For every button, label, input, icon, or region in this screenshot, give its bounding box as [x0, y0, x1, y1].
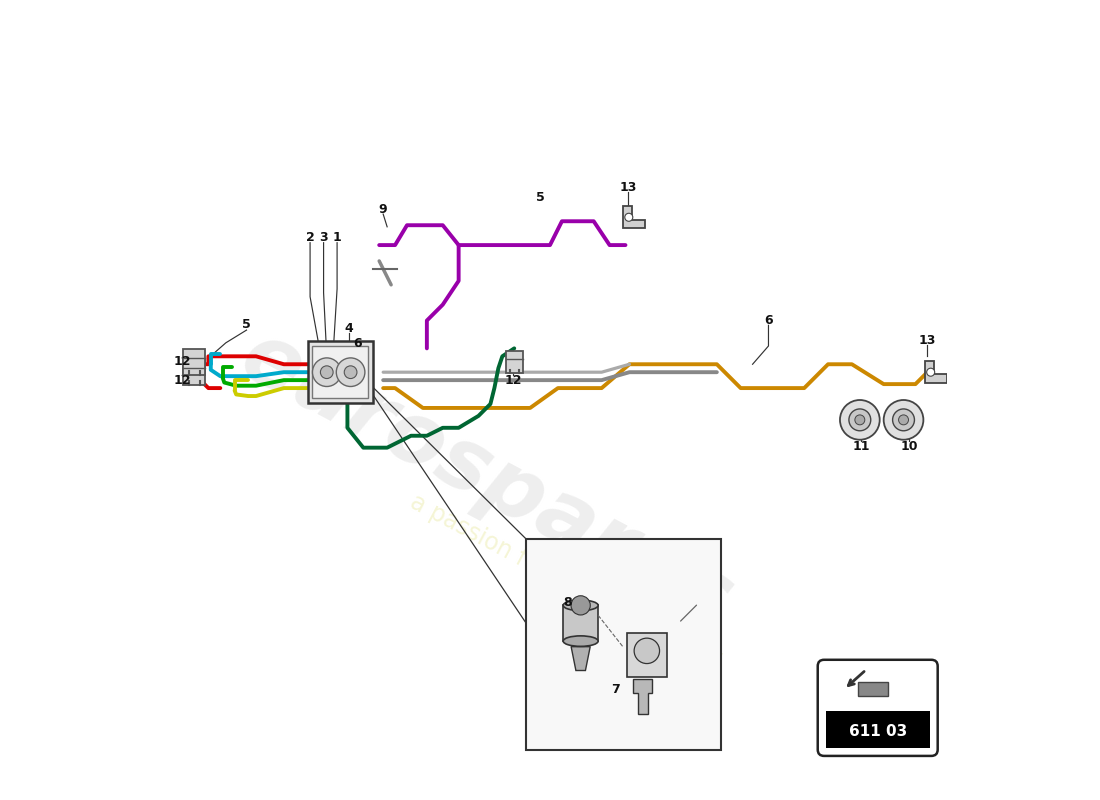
Circle shape: [320, 366, 333, 378]
Polygon shape: [925, 361, 947, 383]
Circle shape: [337, 358, 365, 386]
Text: 6: 6: [764, 314, 773, 327]
Text: 13: 13: [619, 181, 637, 194]
Polygon shape: [624, 206, 646, 229]
Text: 11: 11: [852, 439, 870, 453]
Polygon shape: [634, 678, 652, 714]
Circle shape: [840, 400, 880, 440]
Text: 6: 6: [353, 337, 362, 350]
Text: 13: 13: [918, 334, 936, 347]
Ellipse shape: [563, 636, 598, 646]
Circle shape: [571, 596, 591, 615]
FancyBboxPatch shape: [817, 660, 937, 756]
Text: 611 03: 611 03: [848, 724, 906, 738]
Circle shape: [634, 638, 660, 663]
Text: 4: 4: [344, 322, 353, 335]
Bar: [627, 634, 667, 677]
Bar: [826, 711, 930, 748]
Text: 8: 8: [563, 596, 572, 609]
Text: 1: 1: [332, 230, 341, 244]
Ellipse shape: [563, 600, 598, 610]
Circle shape: [344, 366, 358, 378]
Circle shape: [892, 409, 914, 430]
Circle shape: [625, 214, 632, 222]
Circle shape: [312, 358, 341, 386]
Bar: [858, 682, 889, 696]
Text: 5: 5: [536, 191, 544, 204]
Bar: [312, 346, 368, 398]
Text: 10: 10: [900, 439, 917, 453]
Bar: [183, 359, 206, 385]
Bar: [183, 349, 206, 374]
Text: 3: 3: [319, 230, 328, 244]
Text: 5: 5: [242, 318, 251, 331]
Text: a passion for parts since1985: a passion for parts since1985: [406, 490, 726, 675]
Circle shape: [883, 400, 923, 440]
Text: 9: 9: [378, 203, 387, 216]
Circle shape: [899, 415, 909, 425]
Circle shape: [855, 415, 865, 425]
Text: 12: 12: [174, 355, 191, 368]
Bar: [526, 539, 720, 750]
Bar: [308, 342, 373, 403]
Bar: [563, 606, 598, 641]
Text: 12: 12: [505, 374, 522, 386]
Circle shape: [926, 368, 935, 376]
Text: 7: 7: [610, 683, 619, 697]
Polygon shape: [571, 646, 591, 670]
Text: eurospares: eurospares: [227, 315, 746, 644]
Circle shape: [849, 409, 871, 430]
Bar: [506, 350, 522, 373]
Text: 2: 2: [306, 230, 315, 244]
Text: 12: 12: [174, 374, 191, 386]
